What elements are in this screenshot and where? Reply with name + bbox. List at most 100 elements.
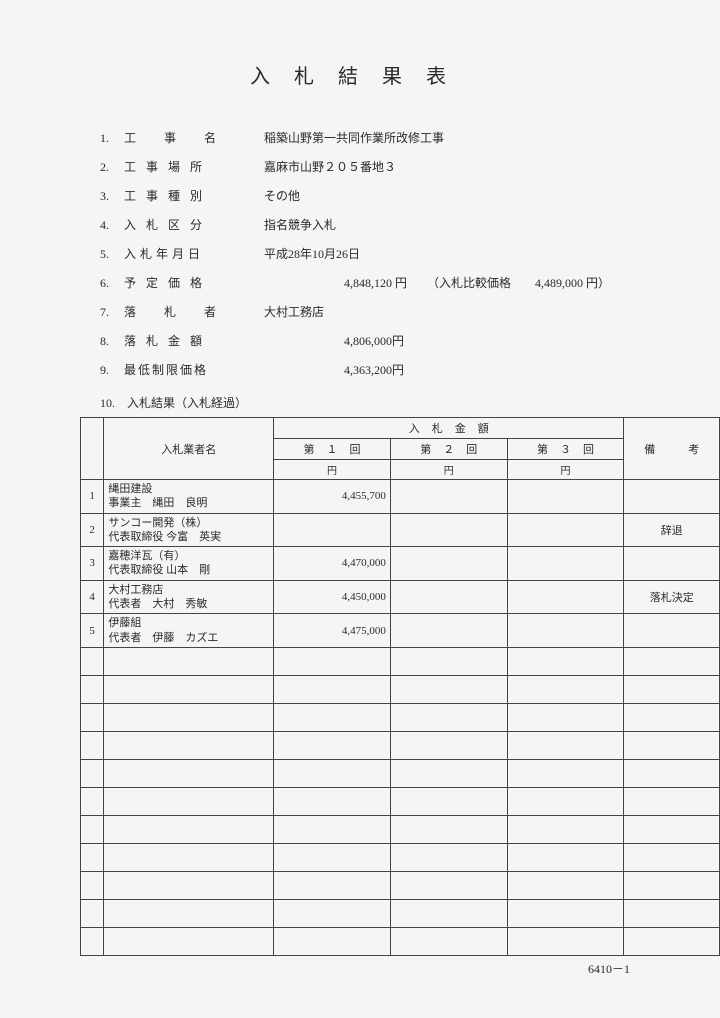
empty-cell [104,647,274,675]
amount-round2 [390,547,507,581]
meta-row: 8.落札金額4,806,000円 [100,332,680,349]
amount-round1 [274,513,391,547]
empty-cell [104,815,274,843]
empty-cell [507,731,624,759]
meta-num: 3. [100,189,124,204]
bidder-name: サンコー開発（株）代表取締役 今富 英実 [104,513,274,547]
empty-cell [274,927,391,955]
header-yen2: 円 [390,460,507,480]
header-note: 備 考 [624,418,720,480]
table-row-empty [81,731,720,759]
row-num: 4 [81,580,104,614]
empty-cell [507,927,624,955]
meta-label: 予定価格 [124,274,264,291]
empty-cell [507,647,624,675]
meta-num: 4. [100,218,124,233]
table-row: 3嘉穂洋瓦（有）代表取締役 山本 剛4,470,000 [81,547,720,581]
row-note [624,614,720,648]
meta-row: 9.最低制限価格4,363,200円 [100,361,680,378]
header-amount: 入札金額 [274,418,624,439]
meta-label: 工事名 [124,129,264,146]
table-row-empty [81,927,720,955]
meta-label: 落札金額 [124,332,264,349]
empty-cell [624,843,720,871]
table-row-empty [81,703,720,731]
header-bidder: 入札業者名 [104,418,274,480]
empty-cell [81,927,104,955]
empty-cell [81,675,104,703]
table-row: 4大村工務店代表者 大村 秀敏4,450,000落札決定 [81,580,720,614]
amount-round3 [507,513,624,547]
table-row-empty [81,675,720,703]
row-num: 1 [81,480,104,514]
result-section-label: 10. 入札結果（入札経過） [100,394,680,411]
meta-num: 5. [100,247,124,262]
empty-cell [507,787,624,815]
empty-cell [274,871,391,899]
meta-list: 1.工事名稲築山野第一共同作業所改修工事2.工事場所嘉麻市山野２０５番地３3.工… [100,129,680,378]
meta-row: 3.工事種別その他 [100,187,680,204]
empty-cell [624,787,720,815]
meta-label: 最低制限価格 [124,361,264,378]
meta-row: 1.工事名稲築山野第一共同作業所改修工事 [100,129,680,146]
meta-label: 入札区分 [124,216,264,233]
empty-cell [624,899,720,927]
empty-cell [274,815,391,843]
row-num: 3 [81,547,104,581]
table-row-empty [81,815,720,843]
empty-cell [104,731,274,759]
table-row-empty [81,787,720,815]
empty-cell [390,871,507,899]
empty-cell [507,843,624,871]
meta-num: 1. [100,131,124,146]
empty-cell [274,787,391,815]
empty-cell [507,703,624,731]
meta-value: 平成28年10月26日 [264,245,680,262]
meta-label: 工事種別 [124,187,264,204]
amount-round1: 4,455,700 [274,480,391,514]
table-row-empty [81,759,720,787]
meta-value: 4,806,000円 [264,332,680,349]
page-title: 入札結果表 [40,60,680,89]
empty-cell [104,843,274,871]
table-row-empty [81,843,720,871]
empty-cell [81,871,104,899]
empty-cell [104,759,274,787]
amount-round2 [390,480,507,514]
empty-cell [104,703,274,731]
header-yen1: 円 [274,460,391,480]
amount-round3 [507,480,624,514]
row-note [624,480,720,514]
meta-label: 工事場所 [124,158,264,175]
table-row: 1縄田建設事業主 縄田 良明4,455,700 [81,480,720,514]
header-yen3: 円 [507,460,624,480]
empty-cell [274,759,391,787]
empty-cell [390,815,507,843]
row-num: 5 [81,614,104,648]
empty-cell [274,703,391,731]
meta-value: 4,848,120 円（入札比較価格 4,489,000 円） [264,274,680,291]
empty-cell [390,843,507,871]
empty-cell [624,647,720,675]
empty-cell [624,927,720,955]
meta-num: 8. [100,334,124,349]
bid-result-table: 入札業者名 入札金額 備 考 第１回 第２回 第３回 円 円 円 1縄田建設事業… [80,417,720,956]
amount-round2 [390,614,507,648]
footer-code: 6410－1 [40,960,630,977]
empty-cell [507,815,624,843]
empty-cell [81,703,104,731]
meta-num: 9. [100,363,124,378]
meta-num: 2. [100,160,124,175]
amount-round1: 4,450,000 [274,580,391,614]
empty-cell [624,731,720,759]
empty-cell [274,675,391,703]
empty-cell [81,647,104,675]
row-note [624,547,720,581]
empty-cell [390,759,507,787]
empty-cell [390,787,507,815]
meta-row: 7.落札者大村工務店 [100,303,680,320]
table-row: 5伊藤組代表者 伊藤 カズエ4,475,000 [81,614,720,648]
meta-num: 7. [100,305,124,320]
empty-cell [274,899,391,927]
bidder-name: 大村工務店代表者 大村 秀敏 [104,580,274,614]
